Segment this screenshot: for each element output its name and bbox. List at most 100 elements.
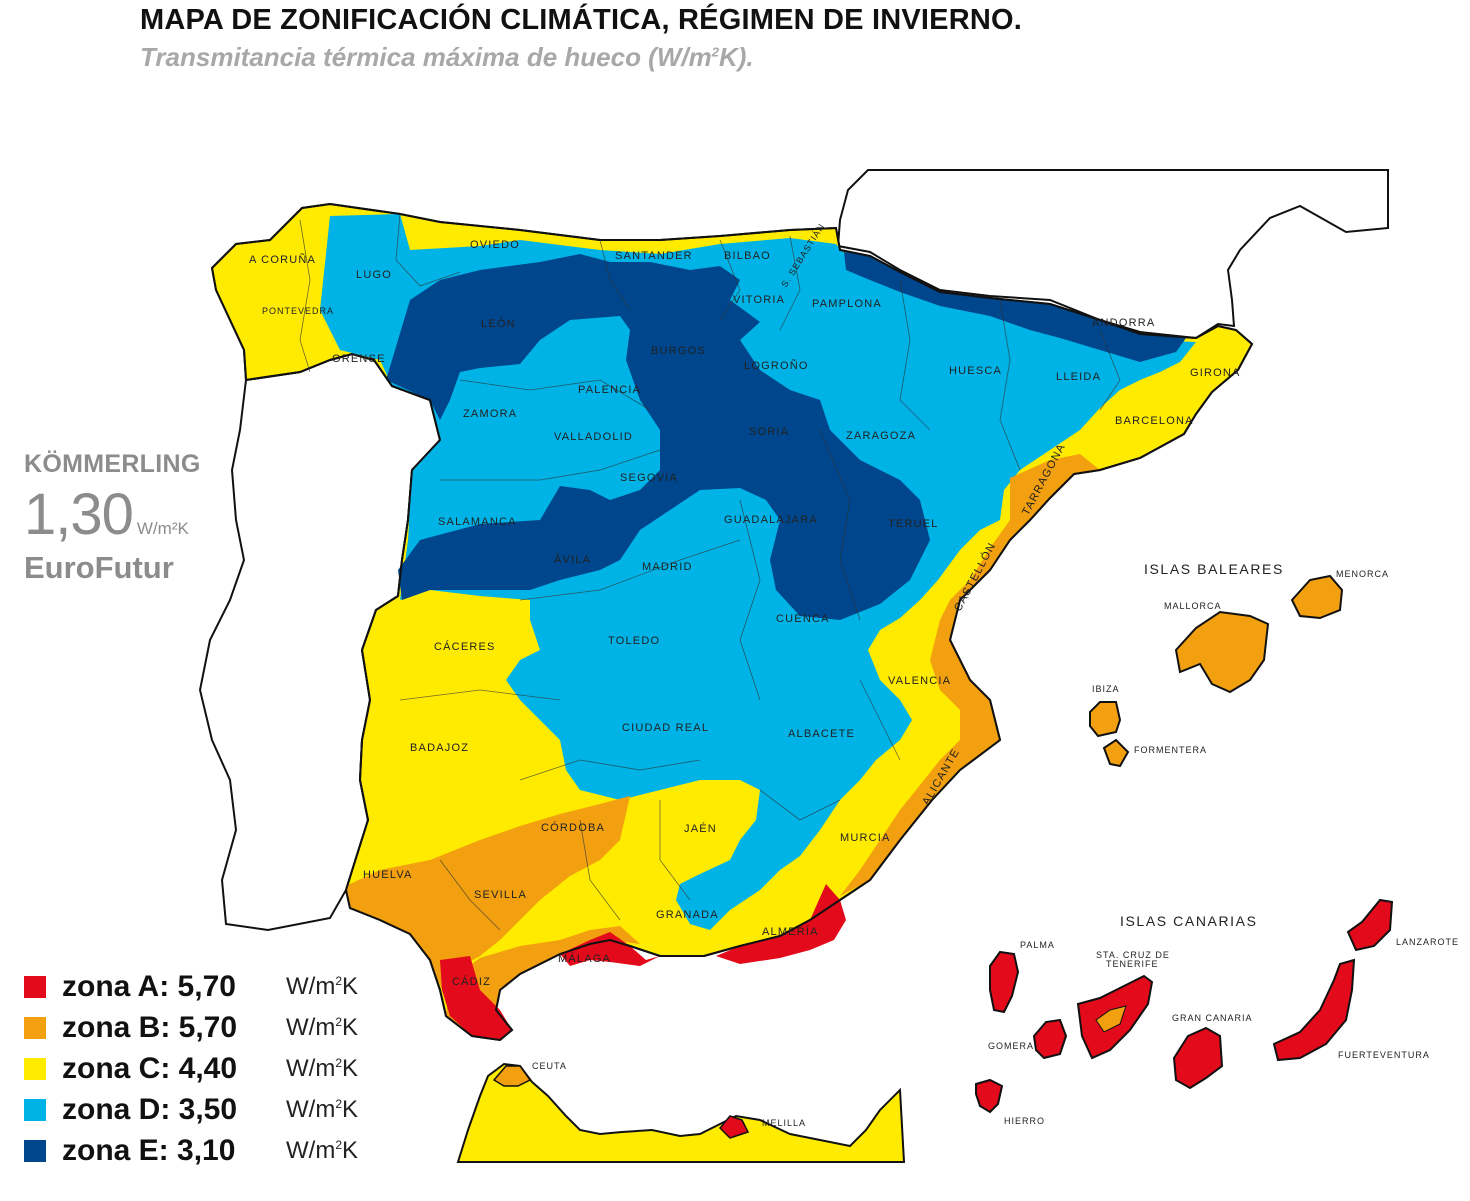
island-ibiza xyxy=(1089,701,1122,738)
island-formentera xyxy=(1102,738,1130,768)
label-orense: ORENSE xyxy=(332,353,386,365)
label-ceuta: CEUTA xyxy=(532,1061,567,1071)
label-cuenca: CUENCA xyxy=(776,613,830,625)
label-avila: ÁVILA xyxy=(554,553,591,566)
island-mallorca xyxy=(1174,610,1270,694)
label-valladolid: VALLADOLID xyxy=(554,431,633,443)
label-salamanca: SALAMANCA xyxy=(438,516,517,528)
island-fuerteventura xyxy=(1272,958,1356,1062)
map-subtitle: Transmitancia térmica máxima de hueco (W… xyxy=(140,42,754,73)
label-murcia: MURCIA xyxy=(840,832,891,844)
legend-label-zone-a: zona A: 5,70 xyxy=(62,969,236,1003)
label-huesca: HUESCA xyxy=(949,365,1002,377)
label-melilla: MELILLA xyxy=(762,1118,806,1128)
north-africa-coast xyxy=(456,1062,906,1163)
island-hierro xyxy=(975,1078,1004,1114)
label-badajoz: BADAJOZ xyxy=(410,742,469,754)
label-zaragoza: ZARAGOZA xyxy=(846,430,916,442)
swatch-zone-c xyxy=(24,1057,46,1080)
swatch-zone-e xyxy=(24,1139,46,1162)
label-a-coruna: A CORUÑA xyxy=(249,253,316,266)
label-soria: SORIA xyxy=(749,426,789,438)
swatch-zone-a xyxy=(24,975,46,998)
label-andorra: ANDORRA xyxy=(1092,317,1155,329)
label-santander: SANTANDER xyxy=(615,250,693,262)
zone-a-malaga xyxy=(560,932,660,966)
label-oviedo: OVIEDO xyxy=(470,239,520,251)
islas-canarias: ISLAS CANARIAS LANZAROTE PALMA STA. CRUZ… xyxy=(975,898,1459,1126)
label-ciudad-real: CIUDAD REAL xyxy=(622,722,709,734)
label-albacete: ALBACETE xyxy=(788,728,855,740)
label-menorca: MENORCA xyxy=(1336,569,1389,579)
label-segovia: SEGOVIA xyxy=(620,472,678,484)
label-caceres: CÁCERES xyxy=(434,640,496,653)
zone-a-cadiz xyxy=(440,956,512,1040)
label-fuerteventura: FUERTEVENTURA xyxy=(1338,1050,1430,1060)
label-islas-baleares: ISLAS BALEARES xyxy=(1144,561,1284,577)
legend-label-zone-b: zona B: 5,70 xyxy=(62,1010,238,1044)
label-sta-cruz-1: STA. CRUZ DE xyxy=(1096,950,1170,960)
zone-legend: zona A: 5,70 W/m2K zona B: 5,70 W/m2K zo… xyxy=(24,966,358,1171)
label-girona: GIRONA xyxy=(1190,367,1241,379)
france-outline xyxy=(836,169,1389,340)
label-valencia: VALENCIA xyxy=(888,675,951,687)
subtitle-sup: 2 xyxy=(711,44,719,60)
zone-e-region xyxy=(386,254,930,620)
brand-value-row: 1,30 W/m²K xyxy=(24,481,254,548)
label-guadalajara: GUADALAJARA xyxy=(724,514,818,526)
label-cordoba: CÓRDOBA xyxy=(541,821,605,834)
label-ibiza: IBIZA xyxy=(1092,684,1120,694)
label-leon: LEÓN xyxy=(481,317,516,330)
legend-row-zone-e: zona E: 3,10 W/m2K xyxy=(24,1130,358,1171)
label-huelva: HUELVA xyxy=(363,869,413,881)
legend-unit-zone-d: W/m2K xyxy=(286,1095,359,1123)
label-almeria: ALMERÍA xyxy=(762,925,819,938)
label-lleida: LLEIDA xyxy=(1056,371,1101,383)
label-lanzarote: LANZAROTE xyxy=(1396,937,1459,947)
map-title: MAPA DE ZONIFICACIÓN CLIMÁTICA, RÉGIMEN … xyxy=(140,4,1023,36)
label-pontevedra: PONTEVEDRA xyxy=(262,306,334,316)
label-palencia: PALENCIA xyxy=(578,384,641,396)
brand-unit: W/m²K xyxy=(136,519,189,538)
brand-value: 1,30 xyxy=(24,482,134,547)
label-teruel: TERUEL xyxy=(888,518,939,530)
spain-outline xyxy=(210,202,1254,1042)
label-cadiz: CÁDIZ xyxy=(452,975,491,988)
label-zamora: ZAMORA xyxy=(463,408,517,420)
label-madrid: MADRID xyxy=(642,561,693,573)
label-gran-canaria: GRAN CANARIA xyxy=(1172,1013,1253,1023)
label-sta-cruz-2: TENERIFE xyxy=(1106,959,1159,969)
legend-label-zone-d: zona D: 3,50 xyxy=(62,1092,238,1126)
label-barcelona: BARCELONA xyxy=(1115,415,1194,427)
label-pamplona: PAMPLONA xyxy=(812,298,882,310)
province-borders xyxy=(299,213,1121,931)
legend-unit-zone-a: W/m2K xyxy=(286,972,359,1000)
legend-row-zone-b: zona B: 5,70 W/m2K xyxy=(24,1007,358,1048)
label-malaga: MÁLAGA xyxy=(558,952,611,965)
label-gomera: GOMERA xyxy=(988,1041,1034,1051)
island-la-palma xyxy=(989,950,1020,1014)
islas-baleares: ISLAS BALEARES MENORCA MALLORCA IBIZA FO… xyxy=(1089,561,1389,768)
subtitle-suffix: K). xyxy=(718,42,754,72)
legend-unit-zone-c: W/m2K xyxy=(286,1054,359,1082)
legend-unit-zone-b: W/m2K xyxy=(286,1013,359,1041)
swatch-zone-d xyxy=(24,1098,46,1121)
legend-row-zone-d: zona D: 3,50 W/m2K xyxy=(24,1089,358,1130)
label-toledo: TOLEDO xyxy=(608,635,660,647)
subtitle-prefix: Transmitancia térmica máxima de hueco (W… xyxy=(140,42,712,72)
brand-name: KÖMMERLING xyxy=(24,450,201,478)
island-gomera xyxy=(1032,1018,1068,1060)
brand-product: EuroFutur xyxy=(24,550,174,585)
tenerife-zone-b xyxy=(1095,1005,1127,1033)
melilla-zone-a xyxy=(718,1115,750,1139)
label-palma: PALMA xyxy=(1020,940,1055,950)
swatch-zone-b xyxy=(24,1016,46,1039)
island-menorca xyxy=(1290,574,1344,620)
label-burgos: BURGOS xyxy=(651,345,706,357)
island-gran-canaria xyxy=(1172,1026,1224,1090)
label-sevilla: SEVILLA xyxy=(474,889,527,901)
legend-unit-zone-e: W/m2K xyxy=(286,1136,359,1164)
legend-row-zone-a: zona A: 5,70 W/m2K xyxy=(24,966,358,1007)
legend-label-zone-e: zona E: 3,10 xyxy=(62,1133,236,1167)
